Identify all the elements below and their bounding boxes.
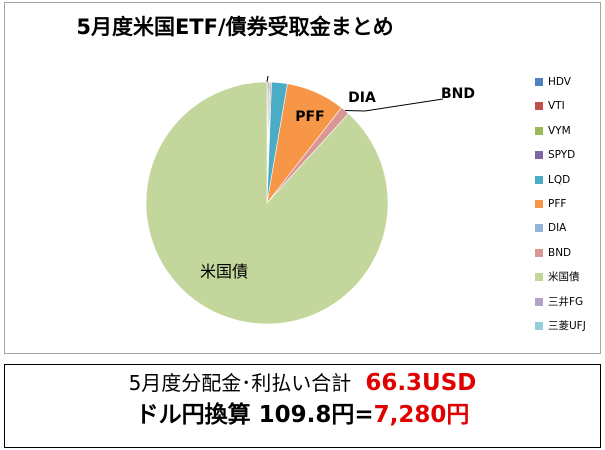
legend-swatch <box>535 175 543 184</box>
legend-item: 米国債 <box>533 270 599 294</box>
legend-swatch <box>535 102 543 111</box>
bnd-leader-line <box>345 98 444 112</box>
legend-label: VTI <box>548 100 565 113</box>
pie-slice-8 <box>145 81 389 325</box>
legend-item: 三井FG <box>533 295 599 319</box>
legend-label: 三井FG <box>548 295 584 308</box>
summary-yen-label: ドル円換算 109.8円= <box>135 402 374 428</box>
legend-item: BND <box>533 246 599 270</box>
slice-label-7: BND <box>441 86 475 102</box>
legend-item: DIA <box>533 221 599 245</box>
chart-frame: 5月度米国ETF/債券受取金まとめ PFF DIA BND 米国債 HDV VTI VYM… <box>4 2 601 354</box>
summary-total-amount: 66.3USD <box>365 370 477 396</box>
legend-label: 米国債 <box>548 271 580 284</box>
legend-label: LQD <box>548 173 571 186</box>
legend-label: 三菱UFJ <box>548 319 586 332</box>
legend-label: HDV <box>548 76 571 88</box>
summary-total-label: 5月度分配金･利払い合計 <box>128 371 352 395</box>
legend-swatch <box>535 297 543 306</box>
summary-box: 5月度分配金･利払い合計 66.3USD ドル円換算 109.8円=7,280円 <box>4 364 601 448</box>
legend-item: HDV <box>533 75 599 99</box>
legend-label: BND <box>548 246 572 259</box>
legend-swatch <box>535 224 543 233</box>
legend-swatch <box>535 151 543 160</box>
legend-item: VTI <box>533 99 599 123</box>
legend-swatch <box>535 248 543 257</box>
legend: HDV VTI VYM SPYD LQD PFF DIA BND 米国債三井FG 三菱UFJ <box>533 75 599 343</box>
summary-yen-line: ドル円換算 109.8円=7,280円 <box>5 395 600 429</box>
summary-yen-amount: 7,280円 <box>373 402 470 428</box>
legend-swatch <box>535 199 543 208</box>
legend-label: DIA <box>548 222 567 235</box>
pie-chart: PFF DIA BND 米国債 <box>145 75 475 325</box>
legend-swatch <box>535 78 543 86</box>
legend-swatch <box>535 321 543 330</box>
slice-label-6: DIA <box>348 90 376 106</box>
chart-title: 5月度米国ETF/債券受取金まとめ <box>76 15 394 39</box>
summary-total-line: 5月度分配金･利払い合計 66.3USD <box>5 367 600 396</box>
legend-item: SPYD <box>533 148 599 172</box>
legend-swatch <box>535 126 543 135</box>
legend-swatch <box>535 273 543 282</box>
legend-item: 三菱UFJ <box>533 319 599 343</box>
small-slice-leader <box>266 75 269 83</box>
legend-label: VYM <box>548 124 571 137</box>
legend-label: PFF <box>548 197 567 210</box>
legend-label: SPYD <box>548 149 576 162</box>
legend-item: LQD <box>533 173 599 197</box>
legend-item: PFF <box>533 197 599 221</box>
slice-label-5: PFF <box>295 109 324 125</box>
slice-label-8: 米国債 <box>200 262 248 281</box>
legend-item: VYM <box>533 124 599 148</box>
